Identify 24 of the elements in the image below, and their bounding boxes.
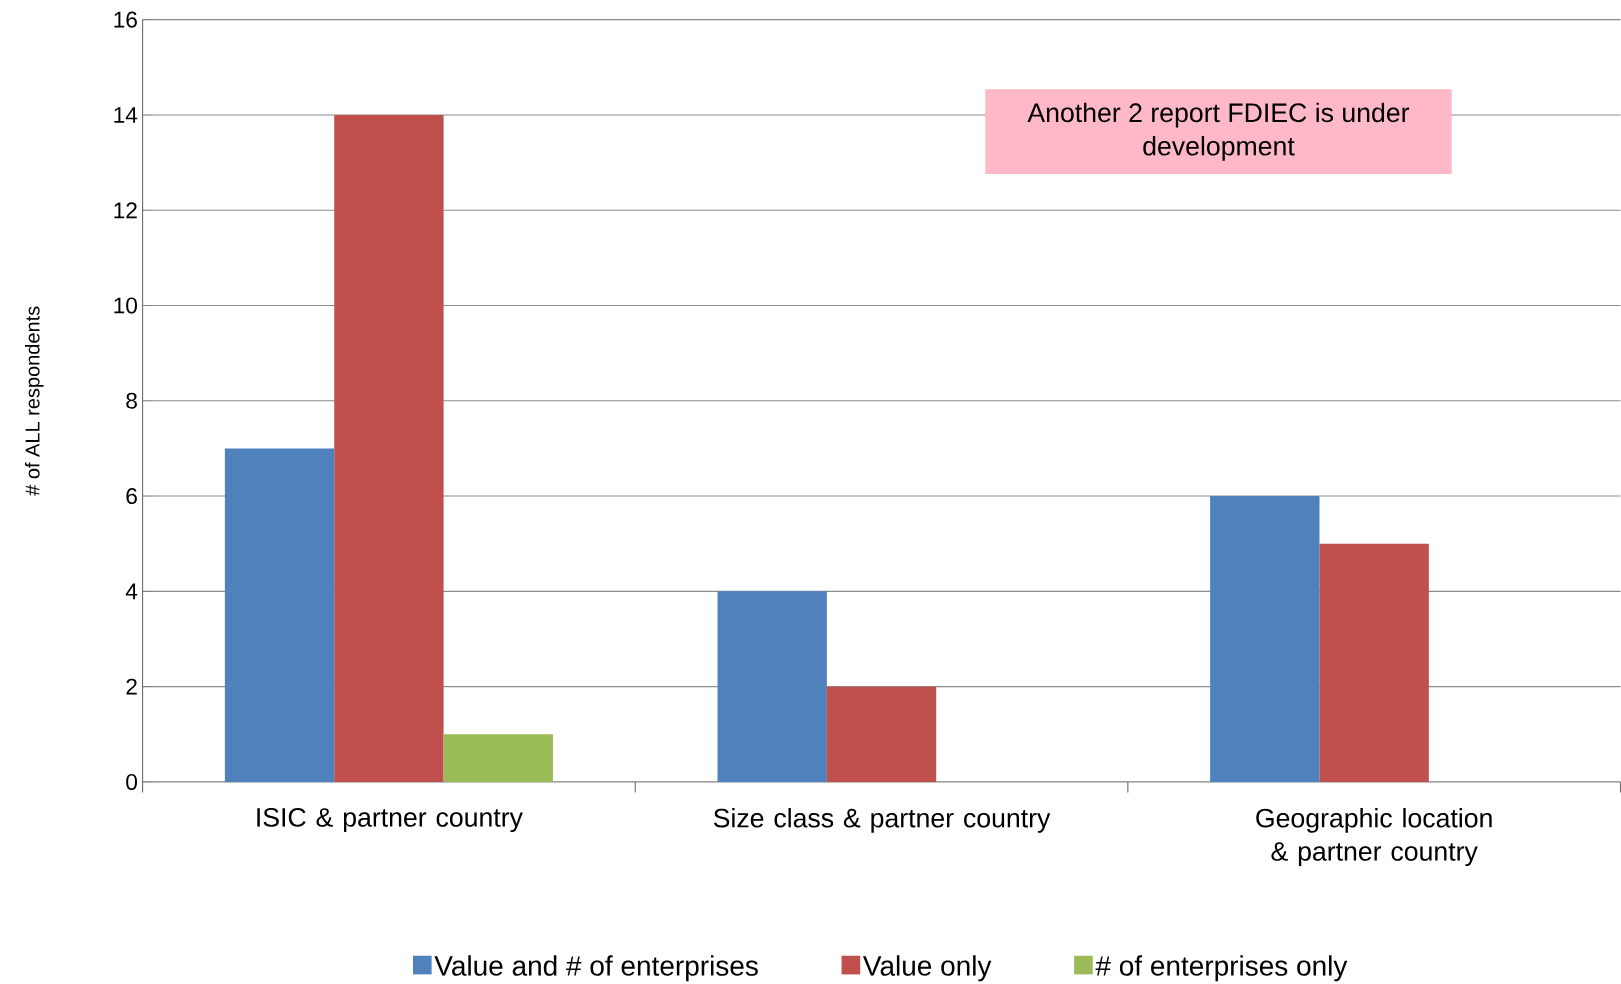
x-tick-label: ISIC & partner country bbox=[257, 807, 523, 832]
bar bbox=[334, 114, 444, 782]
x-tick-label: Geographic location & partner country bbox=[1256, 807, 1492, 866]
y-tick-label: 16 bbox=[114, 11, 137, 28]
bar bbox=[826, 686, 937, 782]
legend-label: # of enterprises only bbox=[1095, 955, 1348, 982]
y-tick-label: 4 bbox=[125, 583, 138, 599]
y-tick-label: 10 bbox=[114, 297, 138, 314]
y-tick-label: 8 bbox=[126, 392, 137, 409]
y-tick-label: 2 bbox=[126, 678, 137, 695]
bar bbox=[224, 448, 335, 782]
legend-label: Value only bbox=[863, 955, 992, 982]
annotation: Another 2 report FDIEC is under development bbox=[1027, 102, 1410, 161]
legend-label: Value and # of enterprises bbox=[434, 955, 758, 982]
bar bbox=[717, 591, 827, 782]
bar bbox=[1210, 495, 1320, 782]
y-tick-label: 0 bbox=[126, 773, 138, 790]
bar bbox=[1319, 543, 1429, 782]
y-tick-label: 6 bbox=[126, 487, 137, 504]
y-tick-label: 14 bbox=[114, 106, 138, 123]
x-tick-label: Size class & partner country bbox=[713, 807, 1051, 833]
y-axis-title: # of ALL respondents bbox=[24, 306, 44, 496]
y-tick-label: 12 bbox=[114, 202, 137, 218]
bar bbox=[443, 734, 553, 782]
